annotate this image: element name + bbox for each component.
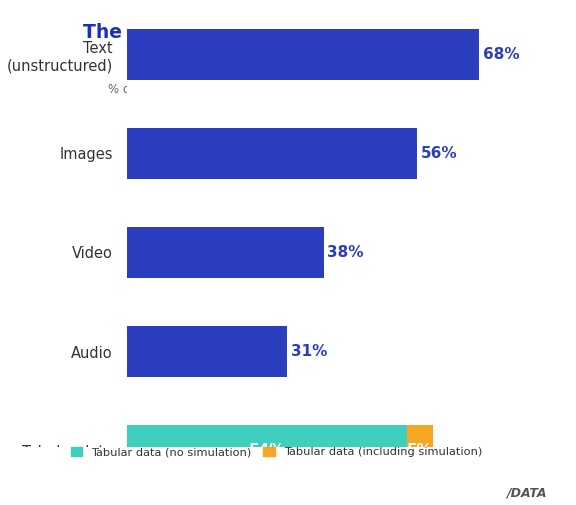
Bar [407, 425, 433, 476]
Text: 56%: 56% [420, 146, 457, 161]
Text: 38%: 38% [327, 245, 364, 260]
Bar [127, 128, 417, 179]
Bar [127, 227, 324, 278]
Text: 5%: 5% [407, 443, 433, 458]
Text: 31%: 31% [291, 344, 327, 359]
Text: The types of data ML/AI/DS developers
work with: The types of data ML/AI/DS developers wo… [82, 23, 494, 66]
Text: 68%: 68% [483, 47, 520, 62]
Text: % of machine learning, data science, or artificial intelligence
developers (Q1 2: % of machine learning, data science, or … [108, 83, 468, 113]
Bar [127, 326, 287, 377]
Text: /DATA: /DATA [507, 487, 547, 500]
Bar [127, 425, 407, 476]
Text: 54%: 54% [248, 443, 285, 458]
Legend: Tabular data (no simulation), Tabular data (including simulation): Tabular data (no simulation), Tabular da… [71, 447, 482, 458]
Bar [127, 29, 479, 80]
